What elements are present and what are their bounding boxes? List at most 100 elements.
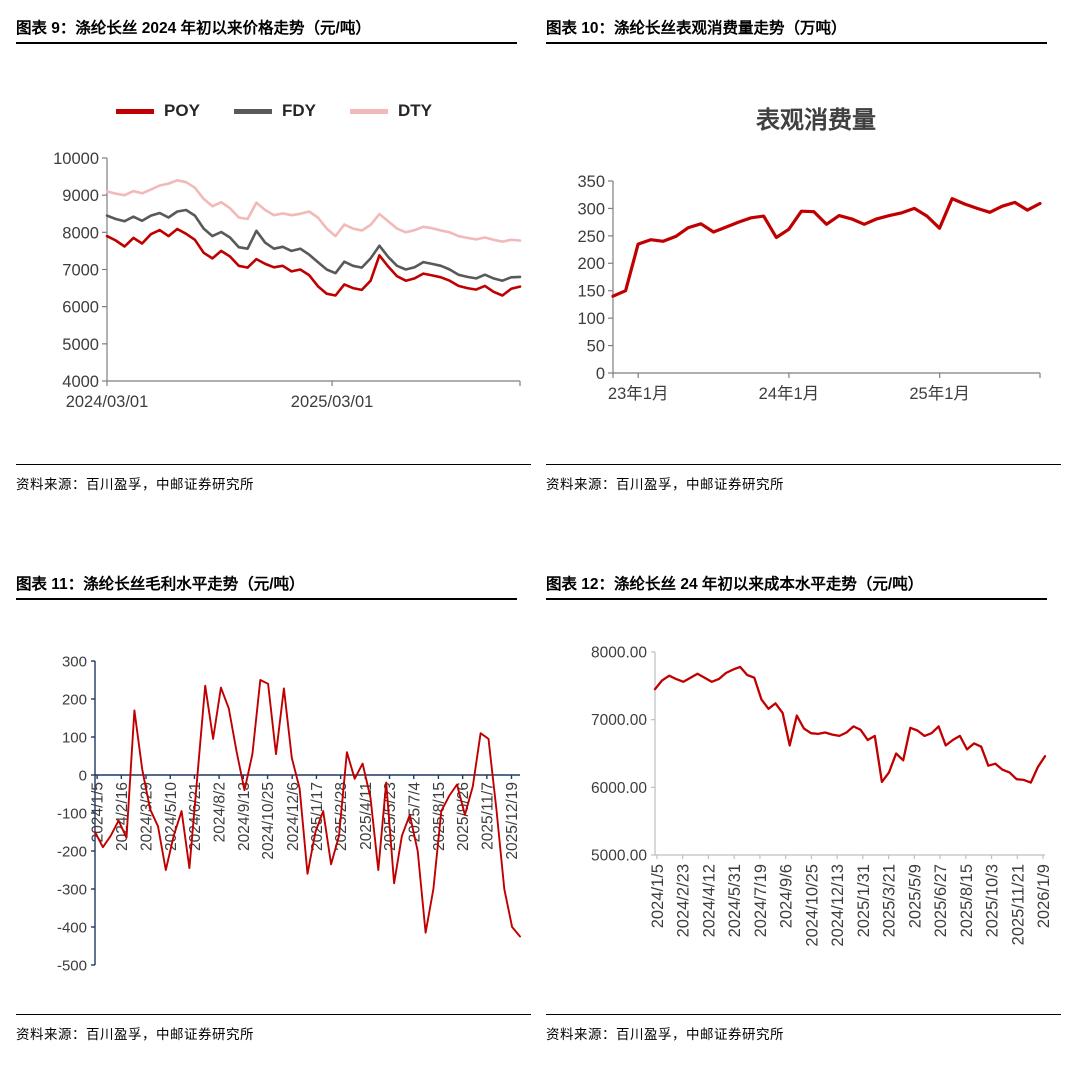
svg-text:23年1月: 23年1月 [608, 384, 669, 403]
svg-text:2024/10/25: 2024/10/25 [803, 864, 821, 947]
svg-text:2024/1/5: 2024/1/5 [90, 782, 107, 842]
figure-11-block: 图表 11：涤纶长丝毛利水平走势（元/吨） 300 200 100 0 -100 -200… [0, 556, 540, 1065]
svg-text:2025/11/21: 2025/11/21 [1009, 864, 1027, 945]
legend-label-poy: POY [164, 101, 200, 120]
legend-item-poy: POY [116, 101, 200, 121]
svg-text:350: 350 [577, 173, 605, 191]
svg-text:2025/1/17: 2025/1/17 [309, 782, 326, 851]
svg-text:2025/03/01: 2025/03/01 [291, 393, 374, 411]
svg-text:250: 250 [577, 228, 605, 246]
svg-text:2025/8/15: 2025/8/15 [431, 782, 448, 851]
svg-text:2025/9/26: 2025/9/26 [455, 782, 472, 851]
svg-text:2025/10/3: 2025/10/3 [984, 864, 1002, 937]
figure-11-source-rule [16, 1014, 531, 1015]
figure-11-source: 资料来源：百川盈孚，中邮证券研究所 [16, 1027, 254, 1042]
svg-text:2024/12/6: 2024/12/6 [285, 782, 302, 851]
figure-9-caption-rule [16, 42, 517, 44]
figure-12-source: 资料来源：百川盈孚，中邮证券研究所 [546, 1027, 784, 1042]
svg-text:-400: -400 [57, 919, 87, 936]
svg-text:2025/12/19: 2025/12/19 [504, 782, 521, 860]
svg-text:5000: 5000 [62, 336, 99, 354]
svg-text:2026/1/9: 2026/1/9 [1035, 864, 1053, 928]
svg-text:-100: -100 [57, 805, 87, 822]
figure-10-source-rule [546, 464, 1061, 465]
figure-10-caption: 图表 10：涤纶长丝表观消费量走势（万吨） [546, 20, 847, 37]
svg-text:7000.00: 7000.00 [591, 712, 647, 729]
svg-text:2025/8/15: 2025/8/15 [958, 864, 976, 937]
svg-text:6000: 6000 [62, 299, 99, 317]
svg-text:0: 0 [596, 365, 605, 383]
svg-text:2024/12/13: 2024/12/13 [829, 864, 847, 947]
svg-text:8000: 8000 [62, 224, 99, 242]
svg-text:24年1月: 24年1月 [759, 384, 820, 403]
svg-text:300: 300 [577, 200, 605, 218]
figure-10-source: 资料来源：百川盈孚，中邮证券研究所 [546, 477, 784, 492]
svg-text:25年1月: 25年1月 [909, 384, 970, 403]
svg-text:2024/4/12: 2024/4/12 [700, 864, 718, 937]
svg-text:2024/9/6: 2024/9/6 [778, 864, 796, 928]
svg-text:0: 0 [79, 767, 87, 784]
svg-text:2024/2/23: 2024/2/23 [675, 864, 693, 937]
svg-text:300: 300 [62, 653, 87, 670]
svg-text:150: 150 [577, 283, 605, 301]
figure-12-source-rule [546, 1014, 1061, 1015]
legend-swatch-poy [116, 108, 155, 114]
legend-swatch-dty [349, 108, 388, 114]
price-trend-chart: 10000 9000 8000 7000 6000 5000 4000 2024/03/01 2… [53, 150, 522, 411]
svg-text:50: 50 [587, 338, 605, 356]
svg-text:2024/5/31: 2024/5/31 [726, 864, 744, 937]
legend-label-fdy: FDY [281, 101, 316, 120]
svg-text:2025/3/21: 2025/3/21 [881, 864, 899, 937]
figure-11-caption: 图表 11：涤纶长丝毛利水平走势（元/吨） [16, 576, 305, 593]
svg-text:2024/1/5: 2024/1/5 [649, 864, 667, 928]
gross-margin-chart: 300 200 100 0 -100 -200 -300 -400 -500 2024/1/5 20… [57, 653, 521, 974]
svg-text:2024/10/25: 2024/10/25 [260, 782, 277, 860]
svg-text:4000: 4000 [62, 373, 99, 391]
svg-text:2024/7/19: 2024/7/19 [752, 864, 770, 937]
svg-text:2024/9/13: 2024/9/13 [236, 782, 253, 851]
svg-text:8000.00: 8000.00 [591, 645, 647, 662]
price-chart-legend: POY FDY DTY [16, 101, 532, 121]
figure-12-caption-rule [546, 598, 1047, 600]
svg-text:6000.00: 6000.00 [591, 780, 647, 797]
svg-text:2024/6/21: 2024/6/21 [187, 782, 204, 851]
figure-10-caption-rule [546, 42, 1047, 44]
svg-text:5000.00: 5000.00 [591, 848, 647, 865]
svg-text:-300: -300 [57, 881, 87, 898]
svg-text:2024/3/29: 2024/3/29 [139, 782, 156, 851]
svg-text:2025/6/27: 2025/6/27 [932, 864, 950, 937]
figure-12-caption: 图表 12：涤纶长丝 24 年初以来成本水平走势（元/吨） [546, 576, 924, 593]
svg-text:2025/5/9: 2025/5/9 [906, 864, 924, 928]
figure-12-block: 图表 12：涤纶长丝 24 年初以来成本水平走势（元/吨） 8000.00 700… [530, 556, 1070, 1065]
legend-label-dty: DTY [397, 101, 432, 120]
svg-text:2025/7/4: 2025/7/4 [406, 782, 423, 843]
legend-swatch-fdy [233, 108, 272, 114]
svg-text:100: 100 [62, 729, 87, 746]
figure-11-caption-rule [16, 598, 517, 600]
figure-9-source: 资料来源：百川盈孚，中邮证券研究所 [16, 477, 254, 492]
consumption-chart-title: 表观消费量 [756, 107, 876, 134]
svg-text:200: 200 [62, 691, 87, 708]
svg-text:2024/8/2: 2024/8/2 [212, 782, 229, 842]
legend-item-dty: DTY [349, 101, 432, 121]
svg-text:2025/11/7: 2025/11/7 [479, 782, 496, 850]
svg-text:100: 100 [577, 310, 605, 328]
svg-text:-500: -500 [57, 957, 87, 974]
svg-text:200: 200 [577, 255, 605, 273]
legend-item-fdy: FDY [233, 101, 316, 121]
svg-text:2024/03/01: 2024/03/01 [66, 393, 149, 411]
figure-9-block: 图表 9：涤纶长丝 2024 年初以来价格走势（元/吨） 10000 9000 80… [0, 0, 540, 556]
figure-9-caption: 图表 9：涤纶长丝 2024 年初以来价格走势（元/吨） [16, 20, 371, 37]
figure-9-source-rule [16, 464, 531, 465]
svg-text:9000: 9000 [62, 187, 99, 205]
figure-10-block: 图表 10：涤纶长丝表观消费量走势（万吨） 350 300 250 200 150 100… [530, 0, 1070, 556]
svg-text:7000: 7000 [62, 261, 99, 279]
svg-text:2025/5/23: 2025/5/23 [382, 782, 399, 851]
svg-text:-200: -200 [57, 843, 87, 860]
svg-text:2024/5/10: 2024/5/10 [163, 782, 180, 851]
svg-text:2025/1/31: 2025/1/31 [855, 864, 873, 937]
svg-text:10000: 10000 [53, 150, 99, 168]
